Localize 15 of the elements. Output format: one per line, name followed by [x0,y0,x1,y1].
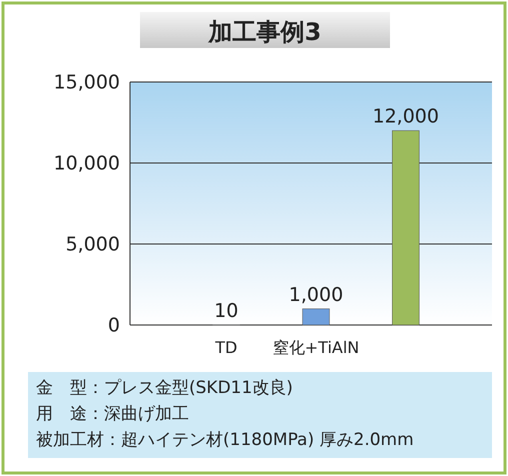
x-tick-label: TD [214,338,238,357]
y-tick-label: 5,000 [66,234,120,256]
text: 被加工材：超ハイテン材(1180MPa) 厚み2.0mm [36,430,414,450]
data-label: 1,000 [288,284,344,306]
chart-title: 加工事例3 [208,18,322,46]
text: 用 途：深曲げ加工 [36,404,189,424]
bar [302,308,330,326]
y-tick-label: 0 [108,314,120,337]
data-label: 10 [214,300,238,322]
y-tick-label: 10,000 [54,152,120,175]
data-label: 12,000 [372,106,439,128]
bar [392,130,420,326]
x-tick-label: 窒化+TiAlN [272,338,360,357]
y-tick-label: 15,000 [54,72,120,94]
text: 金 型：プレス金型(SKD11改良) [36,378,293,398]
